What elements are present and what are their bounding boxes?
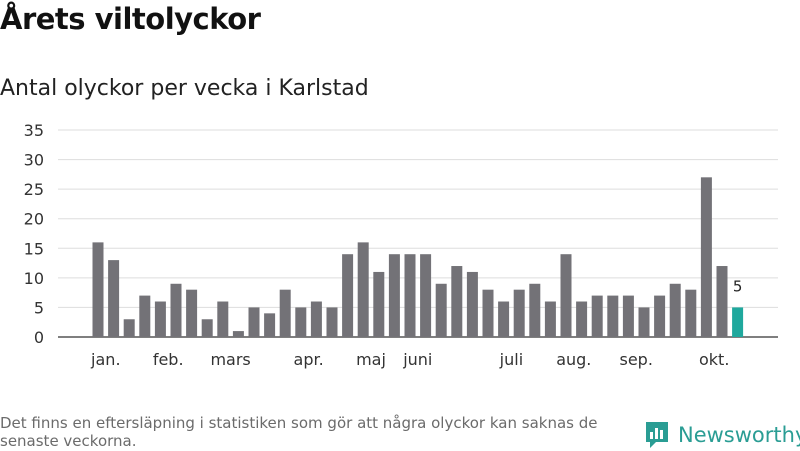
y-tick-label: 5 xyxy=(34,298,44,317)
bar xyxy=(388,254,400,337)
x-tick-label: juli xyxy=(499,350,523,369)
bars xyxy=(92,177,744,337)
bar xyxy=(529,283,541,337)
bar xyxy=(435,283,447,337)
bar xyxy=(342,254,354,337)
y-axis-ticks: 0 5 10 15 20 25 30 35 xyxy=(24,121,44,347)
bar xyxy=(373,271,385,337)
bar xyxy=(248,307,260,337)
bar xyxy=(420,254,432,337)
bar xyxy=(498,301,510,337)
bar xyxy=(357,242,369,337)
x-tick-label: feb. xyxy=(153,350,184,369)
bar xyxy=(700,177,712,337)
x-tick-label: aug. xyxy=(556,350,591,369)
data-label: 5 xyxy=(733,277,743,295)
bar xyxy=(108,260,120,337)
y-tick-label: 0 xyxy=(34,328,44,347)
bar xyxy=(669,283,681,337)
x-tick-label: mars xyxy=(210,350,250,369)
brand-name: Newsworthy xyxy=(678,423,800,447)
x-tick-label: okt. xyxy=(699,350,729,369)
y-tick-label: 10 xyxy=(24,269,44,288)
bar xyxy=(232,331,244,337)
x-tick-label: sep. xyxy=(619,350,652,369)
bar xyxy=(326,307,338,337)
bar xyxy=(279,289,291,337)
bar-current-week xyxy=(732,307,744,337)
x-tick-label: jan. xyxy=(90,350,120,369)
bar-chart-logo-icon xyxy=(646,422,668,448)
bar-chart: 0 5 10 15 20 25 30 35 jan. feb. mars apr. maj juni ju… xyxy=(24,121,778,369)
bar xyxy=(170,283,182,337)
bar xyxy=(404,254,416,337)
bar xyxy=(186,289,198,337)
bar xyxy=(638,307,650,337)
bar xyxy=(123,319,135,337)
y-tick-label: 35 xyxy=(24,121,44,140)
bar xyxy=(264,313,276,337)
bar xyxy=(92,242,104,337)
brand-logo[interactable]: Newsworthy xyxy=(644,419,800,451)
bar xyxy=(310,301,322,337)
bar xyxy=(217,301,229,337)
y-tick-label: 25 xyxy=(24,180,44,199)
bar xyxy=(622,295,634,337)
x-tick-label: juni xyxy=(402,350,432,369)
y-tick-label: 20 xyxy=(24,210,44,229)
footnote: Det finns en eftersläpning i statistiken… xyxy=(0,414,598,450)
bar xyxy=(685,289,697,337)
bar xyxy=(154,301,166,337)
bar xyxy=(544,301,556,337)
y-tick-label: 15 xyxy=(24,239,44,258)
bar xyxy=(201,319,213,337)
bar xyxy=(654,295,666,337)
bar xyxy=(591,295,603,337)
bar xyxy=(482,289,494,337)
bar xyxy=(576,301,588,337)
bar xyxy=(466,271,478,337)
bar xyxy=(139,295,151,337)
chart-title: Årets viltolyckor xyxy=(0,2,261,36)
bar xyxy=(560,254,572,337)
chart-subtitle: Antal olyckor per vecka i Karlstad xyxy=(0,76,369,101)
bar xyxy=(451,266,463,337)
y-tick-label: 30 xyxy=(24,151,44,170)
x-axis-month-labels: jan. feb. mars apr. maj juni juli aug. sep. okt. xyxy=(90,350,729,369)
bar xyxy=(513,289,525,337)
bar xyxy=(295,307,307,337)
x-tick-label: apr. xyxy=(294,350,324,369)
x-tick-label: maj xyxy=(356,350,386,369)
data-labels: 5 xyxy=(733,277,743,295)
bar xyxy=(716,266,728,337)
bar xyxy=(607,295,619,337)
